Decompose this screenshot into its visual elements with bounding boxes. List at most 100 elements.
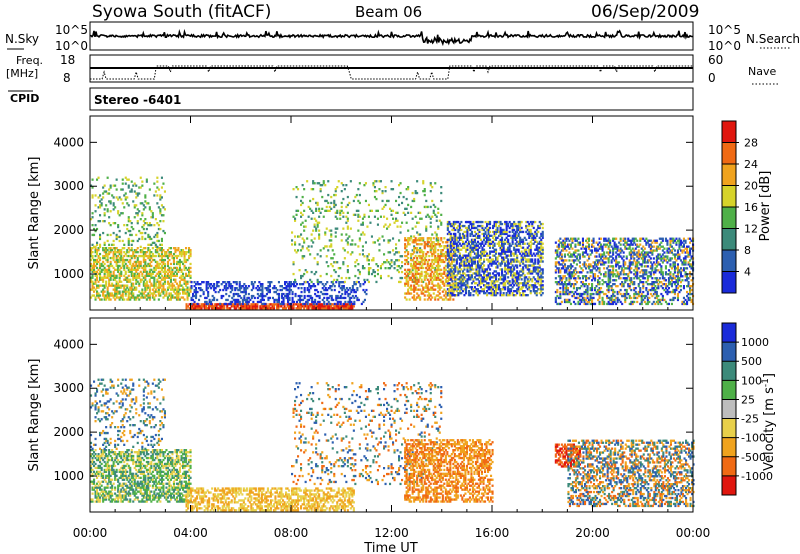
heatmap-cell [569, 265, 572, 268]
heatmap-cell [124, 231, 127, 235]
heatmap-cell [592, 239, 595, 242]
heatmap-cell [401, 276, 404, 280]
heatmap-cell [102, 278, 105, 281]
heatmap-cell [132, 292, 135, 295]
heatmap-cell [288, 305, 291, 308]
heatmap-cell [118, 256, 121, 260]
heatmap-cell [588, 283, 591, 286]
heatmap-cell [532, 268, 535, 271]
heatmap-cell [169, 278, 172, 281]
heatmap-cell [507, 242, 510, 245]
heatmap-cell [452, 264, 455, 267]
heatmap-cell [426, 294, 429, 297]
heatmap-cell [501, 230, 504, 234]
heatmap-cell [414, 239, 417, 242]
heatmap-cell [495, 280, 498, 283]
heatmap-cell [318, 215, 321, 218]
heatmap-cell [217, 285, 220, 288]
heatmap-cell [466, 246, 469, 249]
heatmap-cell [554, 300, 557, 304]
heatmap-cell [446, 298, 449, 301]
heatmap-cell [411, 274, 414, 277]
heatmap-cell [417, 278, 420, 281]
heatmap-cell [256, 296, 259, 300]
heatmap-cell [94, 282, 97, 285]
heatmap-cell [417, 237, 420, 240]
heatmap-cell [90, 247, 93, 250]
heatmap-cell [189, 288, 192, 291]
heatmap-cell [511, 258, 514, 261]
heatmap-cell [276, 298, 279, 302]
heatmap-cell [142, 258, 145, 262]
heatmap-cell [133, 264, 136, 268]
heatmap-cell [528, 248, 531, 251]
heatmap-cell [373, 180, 376, 183]
heatmap-cell [486, 228, 489, 232]
heatmap-cell [163, 262, 166, 266]
heatmap-cell [334, 270, 337, 274]
heatmap-cell [422, 288, 425, 291]
heatmap-cell [148, 270, 151, 273]
heatmap-cell [236, 305, 239, 308]
heatmap-cell [333, 199, 336, 203]
heatmap-cell [127, 229, 130, 233]
heatmap-cell [236, 303, 239, 306]
heatmap-cell [126, 278, 129, 281]
heatmap-cell [367, 280, 370, 284]
heatmap-cell [404, 239, 407, 242]
heatmap-cell [417, 211, 420, 214]
heatmap-cell [455, 260, 458, 263]
heatmap-cell [523, 248, 526, 251]
heatmap-cell [297, 307, 300, 310]
heatmap-cell [91, 251, 94, 254]
heatmap-cell [151, 212, 154, 215]
heatmap-cell [241, 305, 244, 308]
heatmap-cell [344, 290, 347, 294]
heatmap-cell [316, 261, 319, 264]
heatmap-cell [448, 282, 451, 285]
heatmap-cell [218, 307, 221, 310]
heatmap-cell [185, 272, 188, 275]
heatmap-cell [341, 285, 344, 288]
heatmap-cell [467, 264, 470, 267]
heatmap-cell [111, 243, 114, 246]
heatmap-cell [464, 280, 467, 283]
heatmap-cell [507, 264, 510, 267]
heatmap-cell [106, 290, 109, 293]
heatmap-cell [163, 208, 166, 211]
heatmap-cell [297, 303, 300, 306]
heatmap-cell [460, 258, 463, 261]
heatmap-cell [263, 305, 266, 308]
heatmap-cell [498, 262, 501, 265]
heatmap-cell [431, 264, 434, 268]
heatmap-cell [225, 292, 228, 296]
heatmap-cell [153, 286, 156, 289]
heatmap-cell [565, 277, 568, 280]
heatmap-cell [364, 199, 367, 203]
heatmap-cell [514, 232, 517, 236]
heatmap-cell [295, 213, 298, 216]
heatmap-cell [414, 286, 417, 289]
heatmap-cell [361, 253, 364, 256]
heatmap-cell [335, 294, 338, 298]
heatmap-cell [100, 202, 103, 205]
heatmap-cell [232, 298, 235, 302]
heatmap-cell [526, 278, 529, 281]
heatmap-cell [159, 272, 162, 275]
heatmap-cell [563, 298, 566, 302]
heatmap-cell [296, 283, 299, 286]
heatmap-cell [165, 292, 168, 295]
heatmap-cell [562, 288, 565, 292]
heatmap-cell [405, 276, 408, 280]
heatmap-cell [486, 282, 489, 285]
heatmap-cell [114, 294, 117, 297]
heatmap-cell [489, 260, 492, 263]
heatmap-cell [138, 276, 141, 279]
heatmap-cell [336, 261, 339, 264]
heatmap-cell [108, 264, 111, 268]
heatmap-cell [565, 269, 568, 272]
heatmap-cell [469, 254, 472, 257]
heatmap-cell [121, 296, 124, 299]
heatmap-cell [294, 219, 297, 222]
heatmap-cell [383, 261, 386, 264]
